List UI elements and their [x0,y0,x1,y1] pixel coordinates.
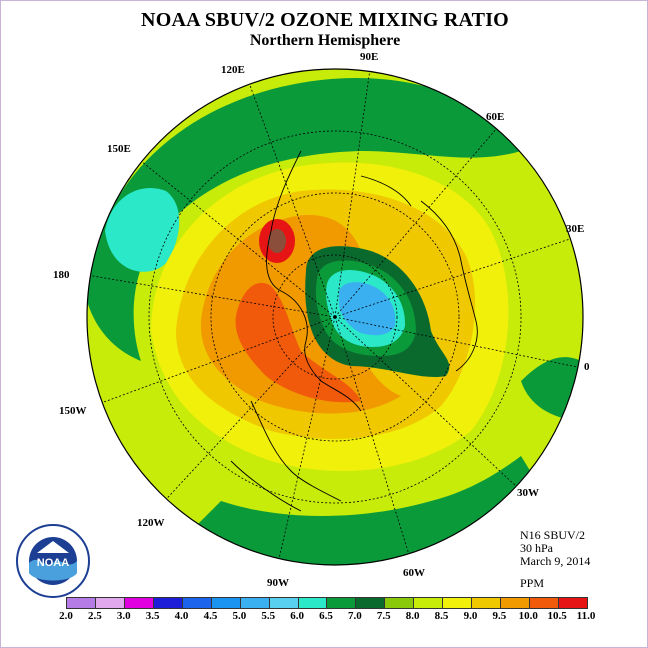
legend-tick-label: 6.0 [290,610,304,622]
legend-tick-label: 9.5 [492,610,507,622]
lon-label-60e: 60E [486,111,505,123]
legend-swatch [443,598,473,608]
graticule [87,69,583,564]
legend-tick-label: 7.5 [376,610,391,622]
legend-tick-label: 10.5 [547,610,567,622]
legend-swatch [356,598,386,608]
ozone-dark-green-rim [87,77,521,361]
lon-label-120w: 120W [137,517,165,529]
legend-swatch [269,598,299,608]
page-subtitle: Northern Hemisphere [249,32,401,49]
map-boundary [86,68,584,566]
legend-tick-label: 2.0 [59,610,73,622]
ozone-field [87,69,583,565]
legend-swatch [414,598,444,608]
legend-tick-label: 5.5 [261,610,276,622]
lon-label-120e: 120E [221,64,245,76]
ozone-red-orange-region [235,282,361,403]
lon-label-90w: 90W [267,577,289,589]
color-legend [66,597,588,609]
legend-tick-label: 9.0 [463,610,478,622]
ozone-brown-peak [268,229,286,253]
lon-label-0: 0 [584,361,590,373]
legend-tick-label: 4.5 [203,610,218,622]
legend-tick-label: 4.0 [174,610,189,622]
noaa-logo-text: NOAA [37,557,69,569]
legend-swatch [385,598,415,608]
noaa-logo: NOAA [16,524,90,598]
coastlines [230,150,478,512]
legend-ticks: 2.0 2.5 3.0 3.5 4.0 4.5 5.0 5.5 6.0 6.5 7.0 7.5 8.0 8… [59,610,595,624]
legend-swatch [327,598,357,608]
page-title: NOAA SBUV/2 OZONE MIXING RATIO [141,9,509,31]
legend-swatch [182,598,212,608]
lon-label-150e: 150E [107,143,131,155]
instrument-label: N16 SBUV/2 [520,528,586,542]
legend-tick-label: 11.0 [576,610,596,622]
unit-label: PPM [520,576,545,590]
legend-swatch [240,598,270,608]
lon-label-150w: 150W [59,405,87,417]
pressure-label: 30 hPa [520,541,553,555]
date-label: March 9, 2014 [520,554,591,568]
legend-swatch [530,598,559,608]
legend-swatch [95,598,125,608]
legend-tick-label: 3.0 [116,610,131,622]
legend-swatch [298,598,328,608]
legend-tick-label: 2.5 [88,610,102,622]
legend-tick-label: 8.5 [434,610,449,622]
legend-swatch [472,598,502,608]
legend-swatch [501,598,530,608]
legend-tick-label: 5.0 [232,610,247,622]
legend-tick-label: 8.0 [405,610,420,622]
legend-tick-label: 6.5 [319,610,333,622]
lon-label-90e: 90E [360,51,379,63]
legend-swatch [558,598,587,608]
legend-swatch [211,598,241,608]
legend-swatch [124,598,154,608]
legend-tick-label: 7.0 [348,610,362,622]
lon-label-60w: 60W [403,567,425,579]
lon-label-30w: 30W [517,487,539,499]
lon-label-30e: 30E [566,223,585,235]
lon-label-180: 180 [53,269,70,281]
legend-swatch [153,598,183,608]
legend-tick-label: 10.0 [518,610,538,622]
ozone-cyan-pacific [105,187,180,272]
legend-swatch [67,598,96,608]
legend-tick-label: 3.5 [145,610,160,622]
